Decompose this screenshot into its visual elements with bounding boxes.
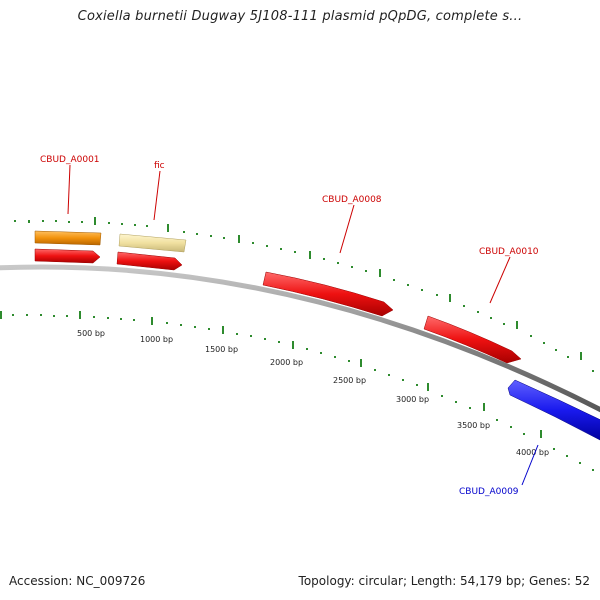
- topology-info: Topology: circular; Length: 54,179 bp; G…: [298, 574, 590, 588]
- label-leader-line: [339, 204, 355, 254]
- gene-cbud-a0001-outer[interactable]: [34, 230, 102, 246]
- label-leader-line: [153, 170, 161, 221]
- label-leader-line: [521, 444, 539, 486]
- gene-label-cbud-a0001[interactable]: CBUD_A0001: [40, 155, 100, 165]
- outer-tick-row: [14, 217, 594, 372]
- gene-label-cbud-a0008[interactable]: CBUD_A0008: [322, 195, 382, 205]
- gene-cbud-a0008[interactable]: [262, 271, 394, 317]
- scale-label: 3500 bp: [457, 421, 490, 430]
- scale-label: 1500 bp: [205, 345, 238, 354]
- gene-label-cbud-a0009[interactable]: CBUD_A0009: [459, 487, 519, 497]
- gene-label-cbud-a0010[interactable]: CBUD_A0010: [479, 247, 539, 257]
- inner-tick-row: [0, 311, 594, 471]
- label-leader-line: [489, 256, 511, 304]
- scale-label: 2500 bp: [333, 376, 366, 385]
- scale-label: 1000 bp: [140, 335, 173, 344]
- scale-label: 3000 bp: [396, 395, 429, 404]
- gene-cbud-a0009[interactable]: [507, 379, 600, 441]
- accession-text: Accession: NC_009726: [9, 574, 146, 588]
- map-title: Coxiella burnetii Dugway 5J108-111 plasm…: [77, 9, 523, 24]
- scale-label: 2000 bp: [270, 358, 303, 367]
- plasmid-backbone: [0, 264, 600, 413]
- label-leader-line: [67, 164, 71, 215]
- gene-cbud-a0010[interactable]: [423, 315, 522, 364]
- gene-fic[interactable]: [118, 233, 187, 253]
- gene-label-fic[interactable]: fic: [154, 161, 165, 171]
- scale-label: 500 bp: [77, 329, 105, 338]
- gene-fic-arrow[interactable]: [116, 251, 183, 271]
- gene-cbud-a0001-arrow[interactable]: [34, 248, 101, 264]
- scale-label: 4000 bp: [516, 448, 549, 457]
